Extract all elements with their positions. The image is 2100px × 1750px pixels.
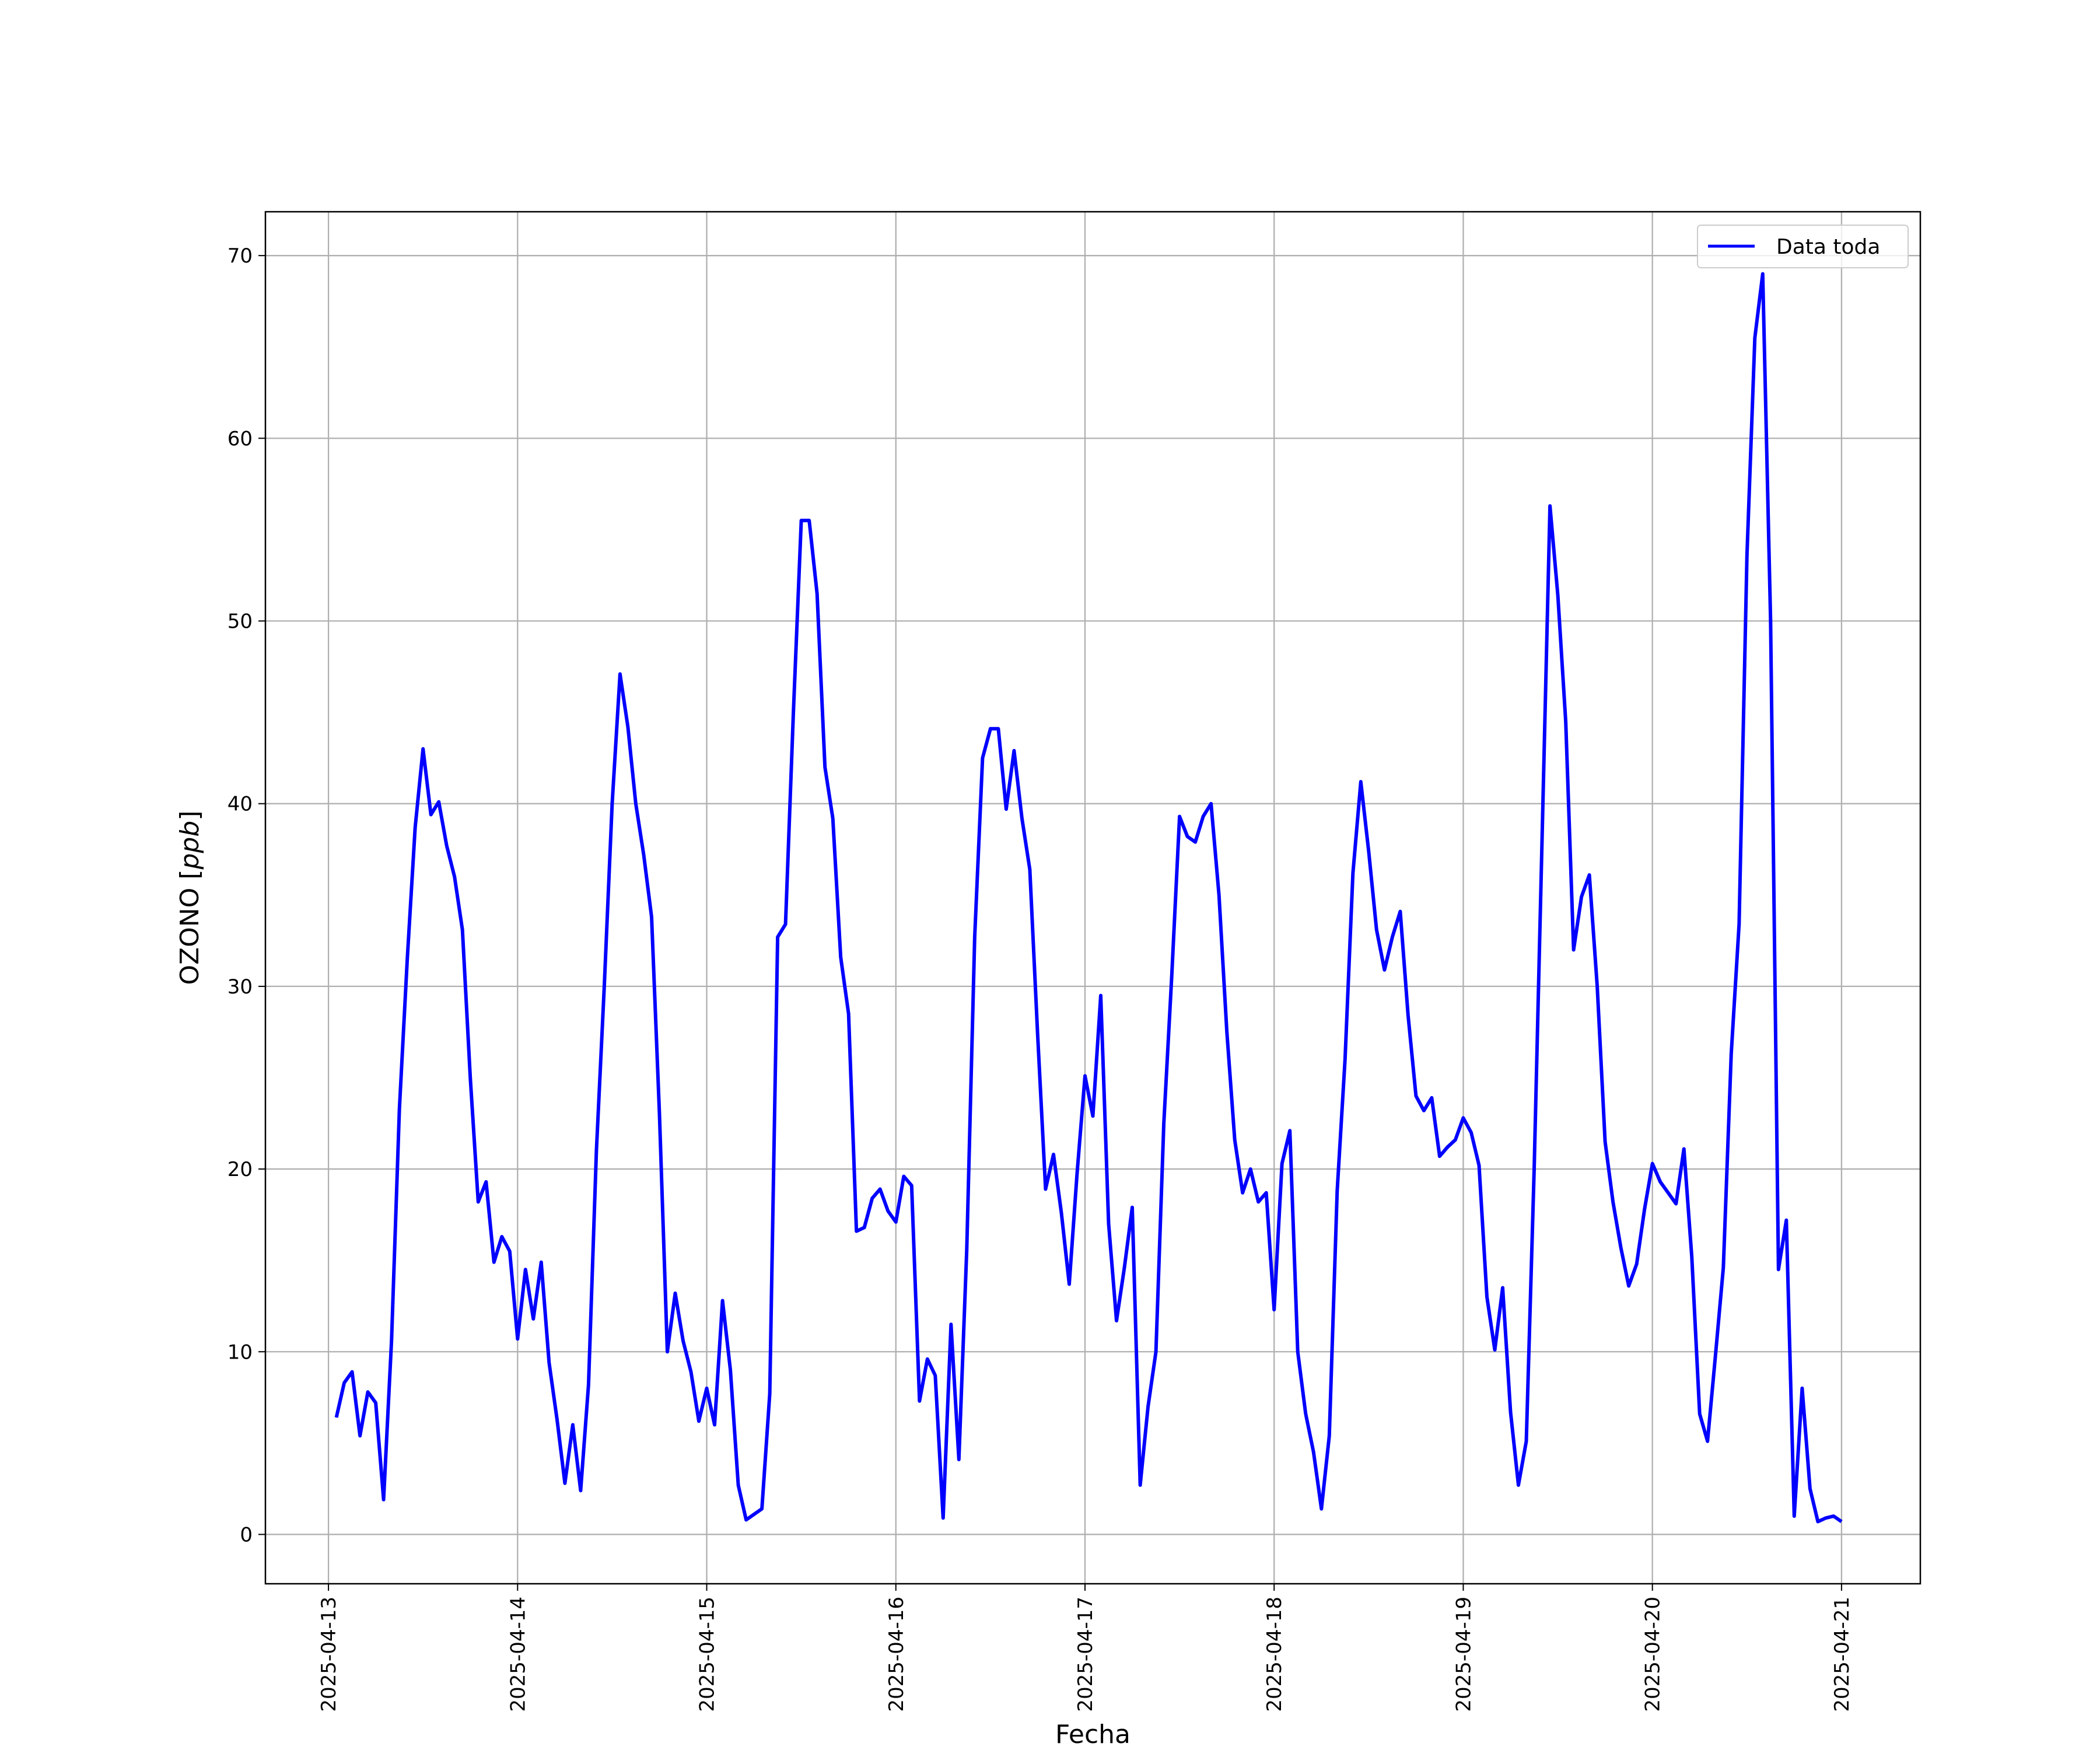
x-tick-label: 2025-04-19 <box>1452 1597 1475 1712</box>
y-axis-label: OZONO [ppb] <box>175 810 205 985</box>
y-tick-label: 10 <box>228 1340 253 1364</box>
x-tick-label: 2025-04-14 <box>506 1597 530 1712</box>
x-tick-label: 2025-04-20 <box>1642 1597 1665 1712</box>
legend-entry-data-toda: Data toda <box>1776 235 1880 259</box>
y-axis-label-unit: ppb <box>175 821 205 870</box>
x-tick-label: 2025-04-13 <box>317 1597 341 1712</box>
x-tick-label: 2025-04-17 <box>1074 1597 1097 1712</box>
x-axis-label: Fecha <box>1055 1720 1130 1749</box>
x-tick-label: 2025-04-18 <box>1263 1597 1286 1712</box>
y-tick-label: 30 <box>228 975 253 999</box>
legend: Data toda <box>1697 225 1909 268</box>
x-tick-label: 2025-04-21 <box>1831 1597 1854 1712</box>
series-line-data-toda <box>334 272 1843 1524</box>
axis-ticks: 2025-04-13 2025-04-14 2025-04-15 2025-04-16… <box>228 244 1854 1712</box>
y-tick-label: 50 <box>228 610 253 634</box>
grid <box>265 212 1920 1584</box>
y-tick-label: 0 <box>240 1523 253 1546</box>
y-axis-label-text: OZONO <box>175 888 205 985</box>
y-tick-label: 20 <box>228 1158 253 1181</box>
plot-area-frame <box>264 211 1922 1585</box>
legend-box <box>1697 225 1909 268</box>
y-tick-label: 70 <box>228 244 253 268</box>
x-tick-label: 2025-04-16 <box>885 1597 908 1712</box>
x-tick-label: 2025-04-15 <box>696 1597 719 1712</box>
series-layer <box>334 272 1843 1524</box>
y-tick-label: 60 <box>228 427 253 450</box>
y-tick-label: 40 <box>228 793 253 816</box>
